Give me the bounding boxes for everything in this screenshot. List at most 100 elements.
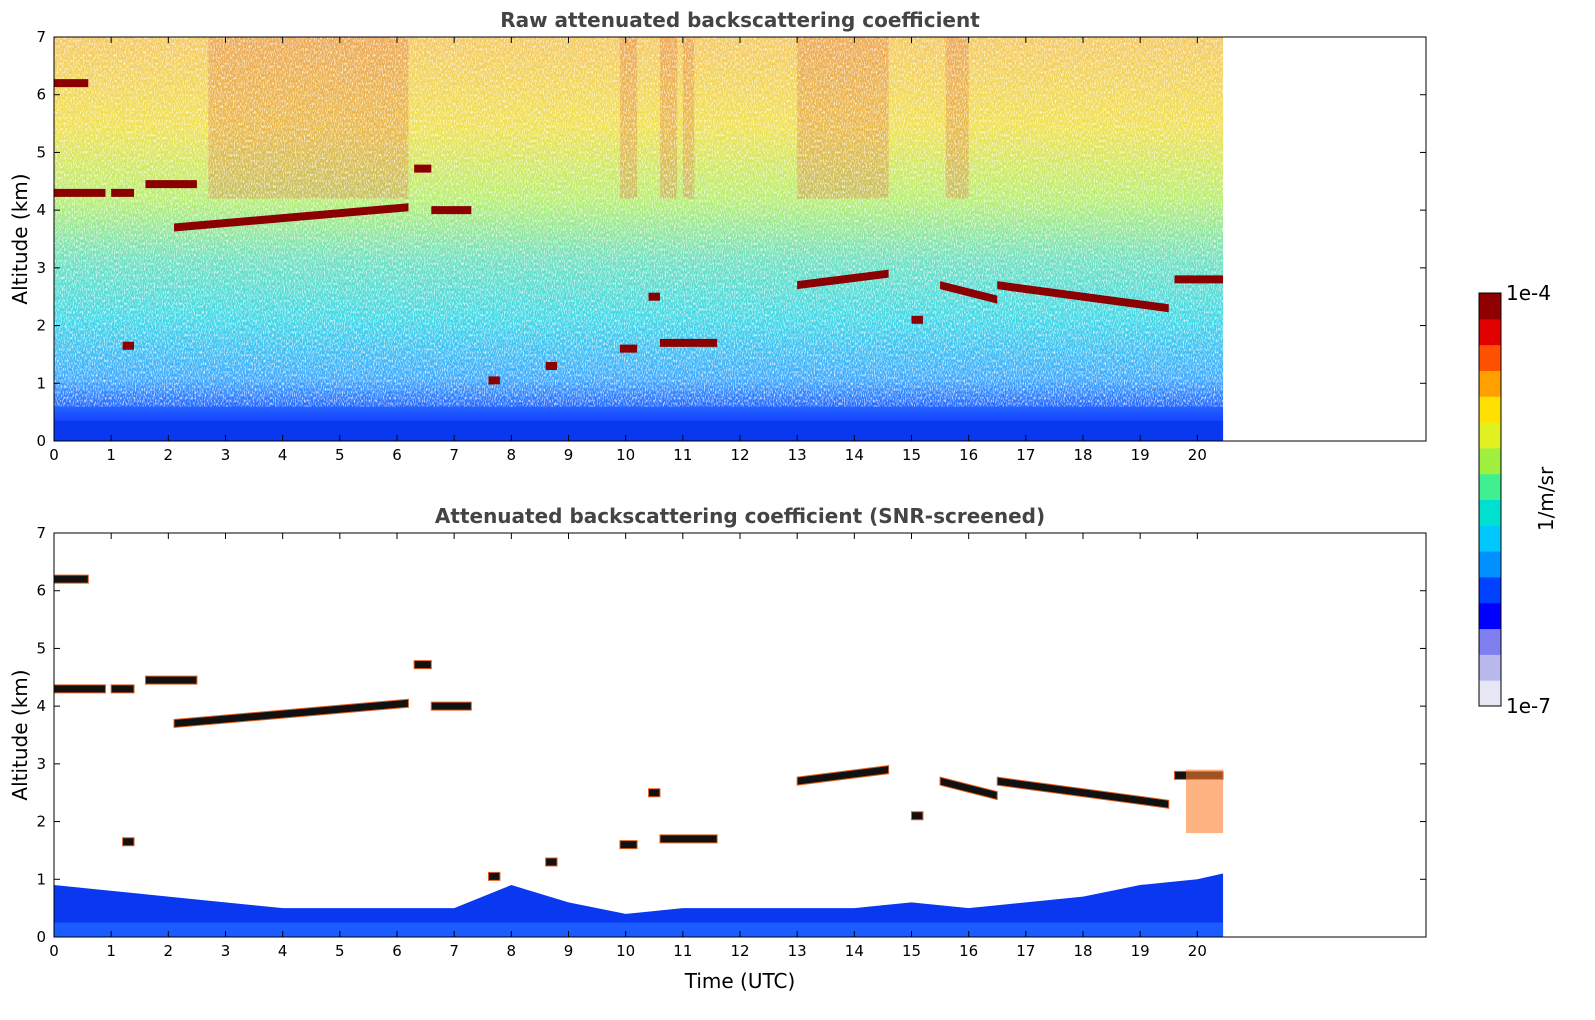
x-tick-label: 15 (902, 446, 921, 464)
colorbar-step (1479, 422, 1501, 449)
x-tick-label: 0 (49, 446, 59, 464)
chart-title: Attenuated backscattering coefficient (S… (435, 504, 1045, 528)
x-axis: 0 1 2 3 4 5 6 7 8 9 10 11 12 13 14 15 16 17 18 19 20 (49, 37, 1207, 464)
cloud-layer (54, 188, 106, 197)
x-tick-label: 4 (278, 446, 288, 464)
x-tick-label: 13 (788, 446, 807, 464)
cloud-layer (545, 857, 558, 867)
y-tick-label: 3 (36, 755, 46, 773)
surface-band (54, 420, 1224, 441)
boundary-layer (54, 873, 1224, 937)
x-tick-label: 8 (507, 446, 517, 464)
colorbar-step (1479, 499, 1501, 526)
colorbar-step (1479, 396, 1501, 423)
y-tick-label: 0 (36, 432, 46, 450)
x-tick-label: 3 (221, 942, 231, 960)
cloud-layer (54, 79, 89, 88)
x-tick-label: 12 (730, 446, 749, 464)
colorbar-step (1479, 370, 1501, 397)
x-tick-label: 6 (392, 942, 402, 960)
x-tick-label: 20 (1188, 942, 1207, 960)
x-tick-label: 9 (564, 446, 574, 464)
y-tick-label: 1 (36, 870, 46, 888)
x-axis: 0 1 2 3 4 5 6 7 8 9 10 11 12 13 14 15 16 17 18 19 20 (49, 533, 1207, 960)
cloud-layer (545, 361, 558, 370)
colorbar-step (1479, 525, 1501, 552)
x-tick-label: 3 (221, 446, 231, 464)
x-tick-label: 10 (616, 446, 635, 464)
colorbar-step (1479, 318, 1501, 346)
x-tick-label: 16 (959, 942, 978, 960)
y-tick-label: 6 (36, 582, 46, 600)
cloud-layer (54, 574, 89, 584)
cloud-layer (487, 871, 501, 881)
cloud-layer (111, 188, 135, 197)
cloud-layer (997, 281, 1169, 313)
cloud-layer (648, 292, 660, 301)
y-tick-label: 6 (36, 86, 46, 104)
cloud-layer (996, 776, 1170, 809)
x-tick-label: 12 (730, 942, 749, 960)
cloud-layer (122, 341, 135, 350)
x-tick-label: 13 (788, 942, 807, 960)
cloud-layer (619, 344, 638, 353)
x-tick-label: 2 (164, 446, 174, 464)
y-tick-label: 0 (36, 928, 46, 946)
cloud-layer (911, 315, 923, 324)
y-tick-label: 1 (36, 374, 46, 392)
x-tick-label: 15 (902, 942, 921, 960)
cloud-layer (414, 164, 432, 173)
cloud-layer (488, 376, 500, 385)
x-tick-label: 1 (106, 446, 116, 464)
y-axis: 0 1 2 3 4 5 6 7 (36, 28, 1426, 450)
colorbar: 1e-4 1e-7 1/m/sr (1478, 281, 1558, 718)
x-tick-label: 11 (673, 446, 692, 464)
cloud-layer (430, 701, 472, 711)
x-tick-label: 5 (335, 942, 345, 960)
x-tick-label: 17 (1016, 446, 1035, 464)
cloud-layer (110, 684, 135, 694)
x-tick-label: 11 (673, 942, 692, 960)
x-tick-label: 9 (564, 942, 574, 960)
colorbar-scale (1479, 293, 1501, 707)
aerosol-patch (1185, 769, 1224, 834)
cloud-layer (940, 281, 998, 304)
x-tick-label: 7 (449, 446, 459, 464)
y-tick-label: 5 (36, 143, 46, 161)
x-tick-label: 17 (1016, 942, 1035, 960)
y-axis-label: Altitude (km) (8, 173, 32, 304)
cloud-layer (54, 684, 106, 694)
x-tick-label: 5 (335, 446, 345, 464)
snr-screened-panel: Attenuated backscattering coefficient (S… (8, 504, 1427, 993)
surface-band (54, 922, 1224, 937)
x-tick-label: 10 (616, 942, 635, 960)
colorbar-step (1479, 654, 1501, 681)
x-tick-label: 14 (845, 446, 864, 464)
cloud-layer (797, 269, 889, 290)
colorbar-step (1479, 293, 1501, 320)
y-tick-label: 4 (36, 697, 46, 715)
colorbar-step (1479, 551, 1501, 578)
colorbar-max-label: 1e-4 (1506, 281, 1551, 305)
cloud-layer (659, 834, 718, 844)
x-tick-label: 2 (164, 942, 174, 960)
x-tick-label: 20 (1188, 446, 1207, 464)
x-tick-label: 19 (1131, 446, 1150, 464)
cloud-layer (413, 660, 432, 670)
cloud-layer (145, 180, 197, 189)
y-tick-label: 7 (36, 28, 46, 46)
y-axis: 0 1 2 3 4 5 6 7 (36, 524, 1426, 946)
x-tick-label: 18 (1073, 446, 1092, 464)
x-tick-label: 7 (449, 942, 459, 960)
colorbar-step (1479, 473, 1501, 500)
x-axis-label: Time (UTC) (684, 969, 796, 993)
colorbar-min-label: 1e-7 (1506, 694, 1551, 718)
cloud-layer (911, 811, 924, 821)
cloud-layer (796, 765, 890, 786)
chart-title: Raw attenuated backscattering coefficien… (500, 8, 980, 32)
colorbar-frame (1478, 292, 1502, 707)
cloud-layer (648, 788, 661, 798)
colorbar-unit-label: 1/m/sr (1534, 466, 1558, 531)
x-tick-label: 18 (1073, 942, 1092, 960)
